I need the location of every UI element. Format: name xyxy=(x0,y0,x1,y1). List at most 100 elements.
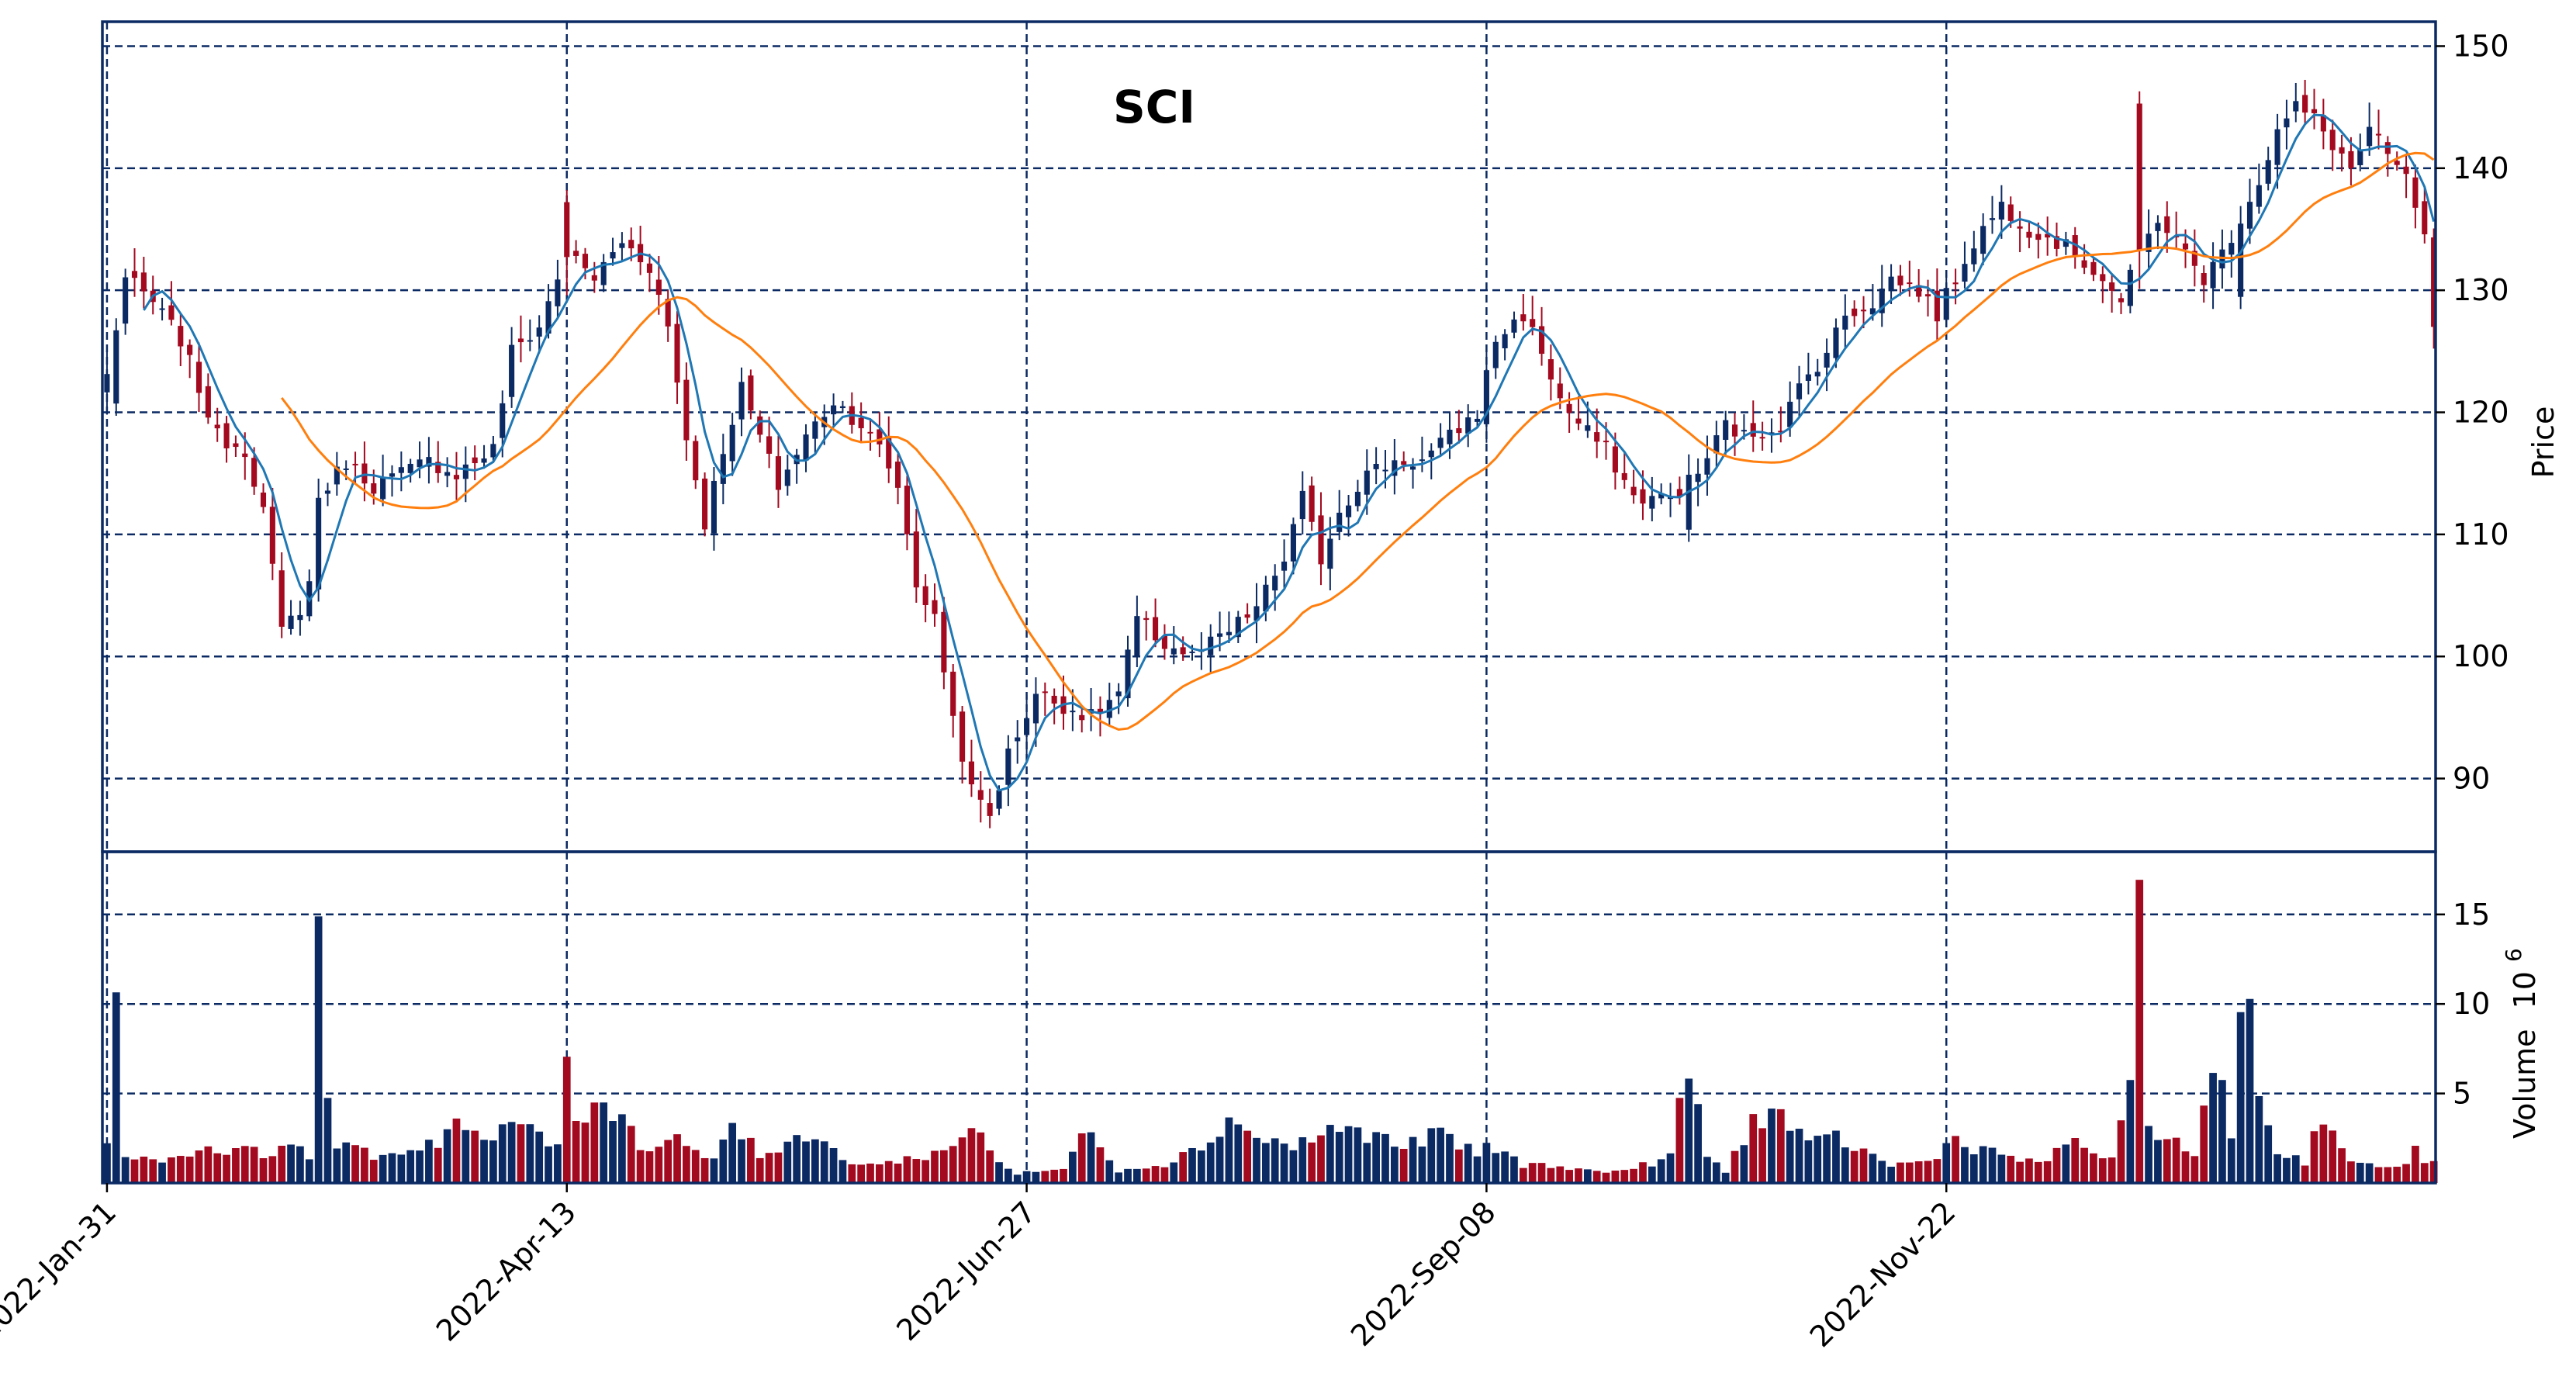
volume-bar xyxy=(1556,1166,1565,1183)
volume-bar xyxy=(2052,1147,2061,1183)
volume-bar xyxy=(562,1057,571,1183)
volume-bar xyxy=(912,1159,921,1183)
candle-body xyxy=(1447,429,1453,444)
volume-bar xyxy=(931,1150,939,1183)
candle-body xyxy=(1952,282,1959,285)
volume-bar xyxy=(1087,1132,1095,1183)
candle-body xyxy=(867,431,873,434)
volume-tick-label: 15 xyxy=(2453,898,2490,932)
volume-bar xyxy=(1510,1156,1518,1183)
y-axis-ticks: 90 100 110 120 130 140 150 5 10 15 xyxy=(2436,29,2509,1111)
volume-bar xyxy=(747,1137,755,1183)
candle-body xyxy=(1318,515,1324,565)
candle-body xyxy=(1547,359,1554,380)
candle-body xyxy=(1281,561,1288,571)
candle-body xyxy=(1336,512,1343,532)
volume-bar xyxy=(958,1137,966,1183)
candle-body xyxy=(195,361,202,393)
candle-body xyxy=(2201,273,2207,285)
candle-body xyxy=(693,441,699,481)
volume-bar xyxy=(1335,1132,1343,1183)
candle-body xyxy=(1437,438,1444,448)
volume-bar xyxy=(1409,1136,1417,1183)
volume-bar xyxy=(1188,1147,1196,1183)
volume-bar xyxy=(2283,1157,2291,1183)
volume-bar xyxy=(1850,1150,1859,1183)
volume-bar xyxy=(1399,1148,1408,1183)
volume-bar xyxy=(2025,1158,2033,1183)
volume-bar xyxy=(1675,1098,1684,1183)
candle-body xyxy=(1796,383,1803,400)
volume-bar xyxy=(2412,1146,2419,1183)
volume-bar xyxy=(2071,1138,2080,1183)
volume-bar xyxy=(1160,1167,1169,1183)
volume-bar xyxy=(921,1160,930,1183)
volume-bar xyxy=(250,1147,258,1183)
candle-body xyxy=(1989,218,1996,220)
candle-body xyxy=(1934,290,1940,322)
candle-body xyxy=(573,251,579,256)
candle-body xyxy=(1483,370,1489,424)
volume-bar xyxy=(655,1147,663,1183)
candle-body xyxy=(242,453,248,458)
candle-body xyxy=(784,469,790,486)
candle-body xyxy=(1612,446,1618,473)
candle-body xyxy=(1557,383,1563,399)
volume-bar xyxy=(361,1147,368,1183)
candle-body xyxy=(371,483,377,494)
candle-body xyxy=(380,477,386,500)
volume-bar xyxy=(2301,1165,2309,1183)
volume-bar xyxy=(1096,1147,1105,1183)
candle-body xyxy=(2210,261,2216,289)
candle-body xyxy=(582,254,589,268)
candle-body xyxy=(1153,617,1159,641)
candle-body xyxy=(214,424,220,429)
volume-bar xyxy=(1197,1150,1205,1183)
candle-body xyxy=(1860,310,1867,312)
candle-body xyxy=(1759,437,1765,439)
volume-bar xyxy=(2347,1161,2355,1183)
volume-bar xyxy=(738,1139,745,1183)
candle-body xyxy=(1575,418,1582,424)
volume-bar xyxy=(1575,1168,1582,1183)
candle-body xyxy=(738,382,745,420)
volume-bar xyxy=(443,1129,451,1183)
candle-body xyxy=(1962,264,1968,282)
candle-body xyxy=(1833,327,1839,358)
candle-body xyxy=(2394,161,2400,165)
volume-bar xyxy=(683,1146,690,1183)
volume-bar xyxy=(1776,1109,1785,1183)
volume-bar xyxy=(1914,1161,1923,1183)
volume-bar xyxy=(1215,1136,1224,1183)
volume-bar xyxy=(1749,1114,1758,1183)
volume-bar xyxy=(1032,1171,1040,1183)
chart-title: SCI xyxy=(1113,81,1195,133)
volume-bar xyxy=(1602,1172,1610,1183)
candle-body xyxy=(1686,474,1692,530)
volume-bar xyxy=(802,1141,810,1183)
volume-bar xyxy=(425,1140,433,1183)
candle-body xyxy=(1042,691,1048,694)
volume-bar xyxy=(259,1158,268,1183)
candle-body xyxy=(932,600,938,614)
candle-body xyxy=(1998,202,2004,220)
x-tick-label: 2022-Nov-22 xyxy=(1803,1195,1962,1354)
candle-body xyxy=(2256,185,2262,207)
candle-body xyxy=(904,486,911,534)
candle-body xyxy=(1235,617,1241,638)
candle-body xyxy=(1474,418,1481,422)
x-tick-label: 2022-Apr-13 xyxy=(430,1195,583,1347)
volume-bar xyxy=(1620,1170,1629,1183)
candle-body xyxy=(1778,431,1784,433)
moving-average-lines xyxy=(143,113,2436,792)
volume-bar xyxy=(2007,1155,2015,1183)
candle-body xyxy=(757,416,763,435)
candle-body xyxy=(123,277,129,324)
candle-body xyxy=(950,671,956,716)
candle-body xyxy=(1585,425,1591,431)
candle-body xyxy=(2007,204,2014,221)
volume-bar xyxy=(2135,880,2144,1183)
candle-body xyxy=(1346,505,1352,517)
volume-bar xyxy=(1639,1162,1647,1183)
volume-bar xyxy=(1942,1143,1951,1183)
